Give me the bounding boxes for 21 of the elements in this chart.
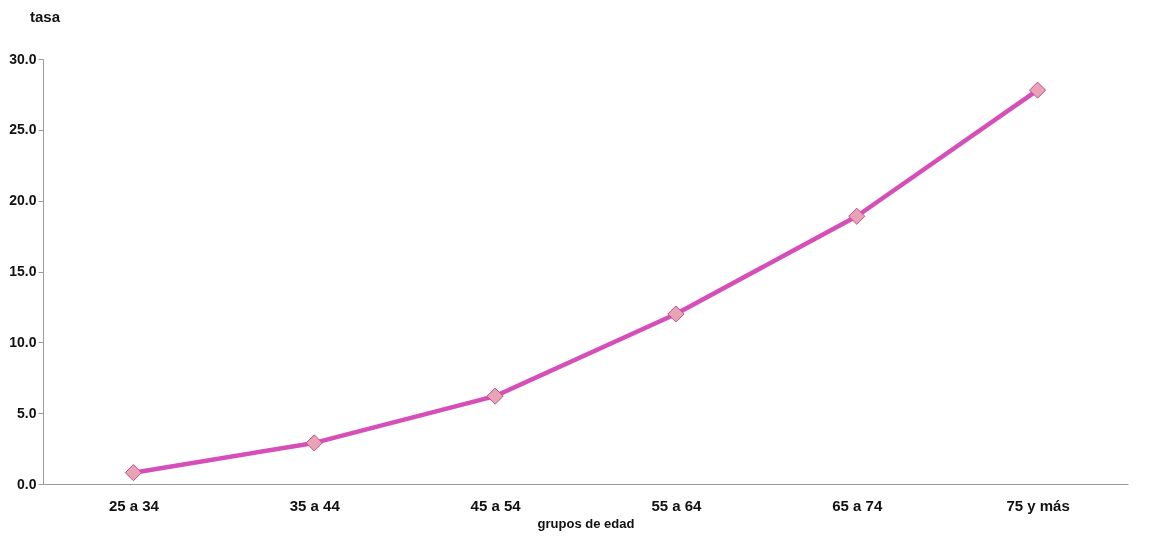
x-tick-label: 55 a 64 xyxy=(651,496,703,514)
x-tick-label: 35 a 44 xyxy=(289,496,341,514)
y-tick-label: 25.0 xyxy=(9,121,37,138)
point xyxy=(1029,81,1047,99)
point xyxy=(667,305,685,323)
y-tick-label: 15.0 xyxy=(9,263,37,279)
point xyxy=(848,207,866,225)
point xyxy=(124,464,142,482)
x-axis-title: grupos de edad xyxy=(537,515,635,531)
y-tick-label: 5.0 xyxy=(17,404,37,421)
y-tick-label: 20.0 xyxy=(9,192,37,209)
point xyxy=(305,434,323,452)
x-tick-label: 75 y más xyxy=(1006,496,1070,514)
x-tick-label: 65 a 74 xyxy=(832,496,883,514)
y-tick-label: 30.0 xyxy=(9,50,37,67)
point xyxy=(486,387,504,405)
x-tick-label: 45 a 54 xyxy=(470,496,522,514)
x-tick-label: 25 a 34 xyxy=(108,496,160,514)
y-tick-label: 10.0 xyxy=(9,333,37,350)
y-axis-title: tasa xyxy=(30,8,61,25)
y-tick-label: 0.0 xyxy=(17,475,37,492)
